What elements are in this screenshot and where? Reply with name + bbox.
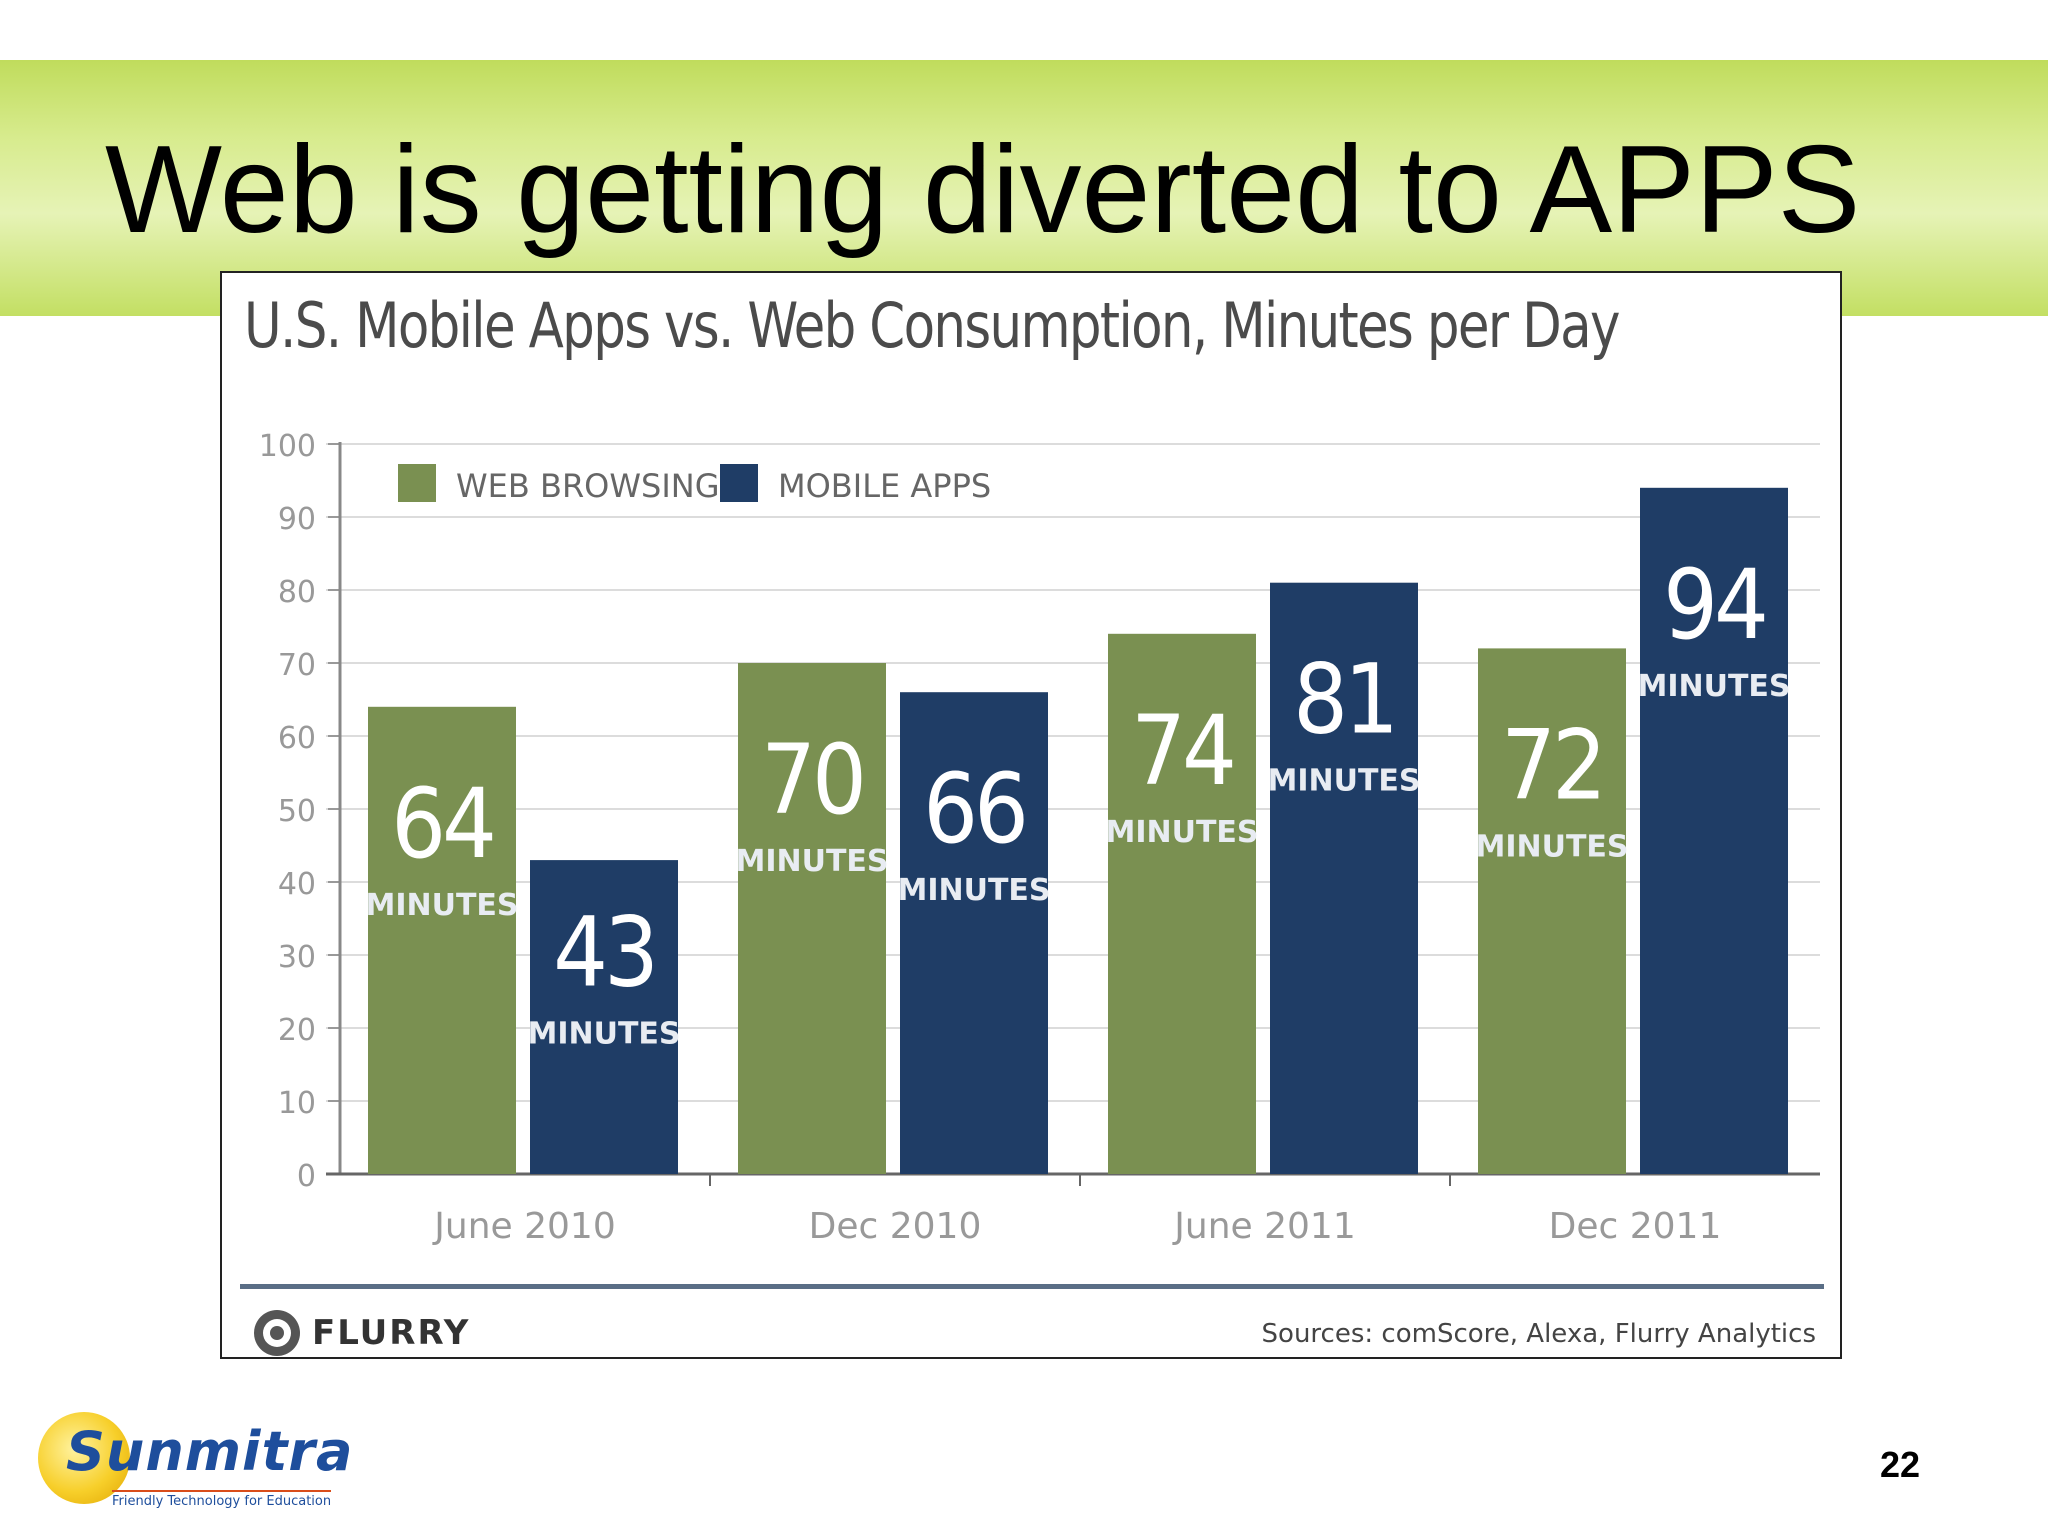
y-tick-label: 70 xyxy=(278,648,316,683)
y-tick-label: 100 xyxy=(259,429,316,464)
footer-divider xyxy=(240,1284,1824,1289)
bar-web-browsing xyxy=(1108,633,1256,1174)
bar-web-browsing xyxy=(368,706,516,1174)
legend-swatch xyxy=(398,464,436,502)
data-unit-label: MINUTES xyxy=(1267,764,1420,799)
y-tick-label: 80 xyxy=(278,575,316,610)
data-label: 43 xyxy=(553,897,655,1009)
page-number: 22 xyxy=(1880,1444,1921,1485)
y-tick-label: 10 xyxy=(278,1086,316,1121)
data-unit-label: MINUTES xyxy=(365,888,518,923)
x-tick-label: June 2011 xyxy=(1172,1206,1355,1247)
data-unit-label: MINUTES xyxy=(527,1017,680,1052)
data-label: 74 xyxy=(1131,695,1233,807)
chart-title: U.S. Mobile Apps vs. Web Consumption, Mi… xyxy=(244,289,1620,362)
bar-web-browsing xyxy=(738,663,886,1174)
data-label: 72 xyxy=(1501,709,1603,821)
legend-label: MOBILE APPS xyxy=(778,467,991,505)
logo-tagline: Friendly Technology for Education xyxy=(112,1490,332,1509)
data-label: 70 xyxy=(761,724,863,836)
data-unit-label: MINUTES xyxy=(1637,669,1790,704)
bar-mobile-apps xyxy=(1270,582,1418,1174)
sunmitra-logo: Sunmitra Friendly Technology for Educati… xyxy=(38,1412,352,1512)
sources-note: Sources: comScore, Alexa, Flurry Analyti… xyxy=(1261,1319,1816,1349)
bar-mobile-apps xyxy=(900,692,1048,1174)
y-tick-label: 0 xyxy=(297,1159,316,1194)
y-tick-label: 60 xyxy=(278,721,316,756)
flurry-logo-icon xyxy=(254,1310,300,1356)
data-unit-label: MINUTES xyxy=(1105,815,1258,850)
chart-panel: U.S. Mobile Apps vs. Web Consumption, Mi… xyxy=(220,271,1842,1359)
x-tick-label: Dec 2010 xyxy=(809,1206,982,1247)
flurry-brand: FLURRY xyxy=(312,1313,471,1353)
data-label: 66 xyxy=(923,753,1025,865)
y-tick-label: 30 xyxy=(278,940,316,975)
bar-chart: 0 10 20 30 40 50 60 70 80 90 100 June 2010 64 MINUTES… xyxy=(259,429,1820,1247)
bar-mobile-apps xyxy=(1640,487,1788,1174)
bar-mobile-apps xyxy=(530,860,678,1174)
x-tick-label: Dec 2011 xyxy=(1549,1206,1722,1247)
y-tick-label: 20 xyxy=(278,1013,316,1048)
legend-swatch xyxy=(720,464,758,502)
data-unit-label: MINUTES xyxy=(1475,829,1628,864)
y-tick-label: 40 xyxy=(278,867,316,902)
x-tick-label: June 2010 xyxy=(432,1206,615,1247)
slide-title: Web is getting diverted to APPS xyxy=(105,121,1861,259)
logo-wordmark: Sunmitra xyxy=(66,1420,354,1483)
legend-label: WEB BROWSING xyxy=(456,467,719,505)
logo-sun-icon xyxy=(38,1412,130,1504)
y-tick-label: 90 xyxy=(278,502,316,537)
bar-web-browsing xyxy=(1478,648,1626,1174)
y-tick-label: 50 xyxy=(278,794,316,829)
data-unit-label: MINUTES xyxy=(897,873,1050,908)
data-label: 81 xyxy=(1293,644,1395,756)
data-label: 64 xyxy=(391,768,493,880)
data-label: 94 xyxy=(1663,549,1765,661)
data-unit-label: MINUTES xyxy=(735,844,888,879)
